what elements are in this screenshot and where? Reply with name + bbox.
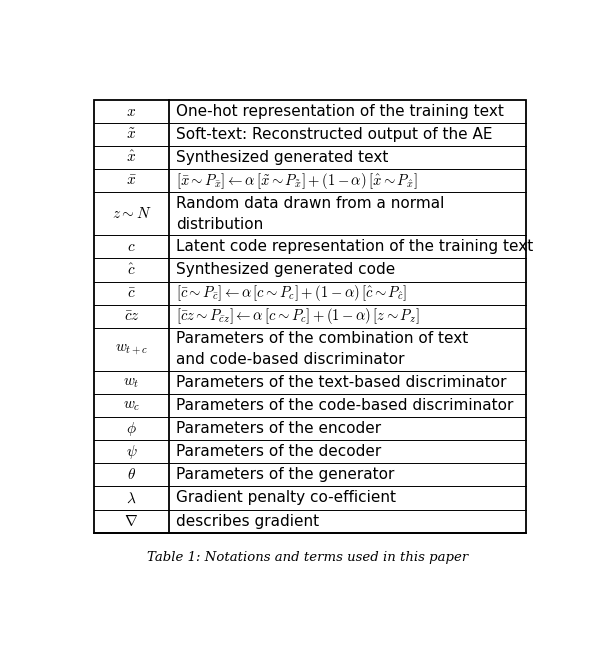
Text: and code-based discriminator: and code-based discriminator [176,353,405,368]
Text: Soft-text: Reconstructed output of the AE: Soft-text: Reconstructed output of the A… [176,127,493,142]
Text: $\hat{c}$: $\hat{c}$ [127,262,136,278]
Text: $\phi$: $\phi$ [126,419,137,437]
Text: Table 1: Notations and terms used in this paper: Table 1: Notations and terms used in thi… [147,551,468,564]
Text: Parameters of the code-based discriminator: Parameters of the code-based discriminat… [176,398,514,413]
Text: $w_t$: $w_t$ [123,375,140,390]
Text: $\theta$: $\theta$ [127,467,136,483]
Text: distribution: distribution [176,217,263,232]
Text: $\bar{c}$: $\bar{c}$ [127,286,136,300]
Text: Parameters of the generator: Parameters of the generator [176,467,395,483]
Text: $w_c$: $w_c$ [123,398,140,413]
Bar [94,100,526,533]
Text: $c$: $c$ [127,240,136,255]
Text: $\bar{x}$: $\bar{x}$ [126,173,137,189]
Text: $\hat{x}$: $\hat{x}$ [127,150,136,165]
Text: Gradient penalty co-efficient: Gradient penalty co-efficient [176,490,396,505]
Text: $\lambda$: $\lambda$ [126,490,137,505]
Text: Synthesized generated text: Synthesized generated text [176,151,389,165]
Text: Random data drawn from a normal: Random data drawn from a normal [176,196,445,211]
Text: $\nabla$: $\nabla$ [124,514,139,528]
Text: $[\bar{c} \sim P_{\bar{c}}] \leftarrow \alpha\,[c \sim P_c] + (1-\alpha)\,[\hat{: $[\bar{c} \sim P_{\bar{c}}] \leftarrow \… [176,283,407,303]
Text: Synthesized generated code: Synthesized generated code [176,262,395,278]
Text: $w_{t+c}$: $w_{t+c}$ [115,342,148,357]
Text: $\bar{c}z$: $\bar{c}z$ [124,309,139,324]
Text: $z \sim N$: $z \sim N$ [112,206,151,222]
Text: $[\bar{c}z \sim P_{\bar{c}z}] \leftarrow \alpha\,[c \sim P_c] + (1-\alpha)\,[z \: $[\bar{c}z \sim P_{\bar{c}z}] \leftarrow… [176,306,419,326]
Text: $[\bar{x} \sim P_{\bar{x}}] \leftarrow \alpha\,[\tilde{x} \sim P_{\tilde{x}}] + : $[\bar{x} \sim P_{\bar{x}}] \leftarrow \… [176,171,418,191]
Text: Parameters of the decoder: Parameters of the decoder [176,444,382,459]
Text: Parameters of the combination of text: Parameters of the combination of text [176,331,469,346]
Text: $\tilde{x}$: $\tilde{x}$ [127,127,137,142]
Text: Latent code representation of the training text: Latent code representation of the traini… [176,240,533,255]
Text: $\psi$: $\psi$ [125,443,137,461]
Text: describes gradient: describes gradient [176,514,319,528]
Text: $x$: $x$ [127,104,136,119]
Text: One-hot representation of the training text: One-hot representation of the training t… [176,104,504,119]
Text: Parameters of the text-based discriminator: Parameters of the text-based discriminat… [176,375,507,390]
Text: Parameters of the encoder: Parameters of the encoder [176,421,382,436]
